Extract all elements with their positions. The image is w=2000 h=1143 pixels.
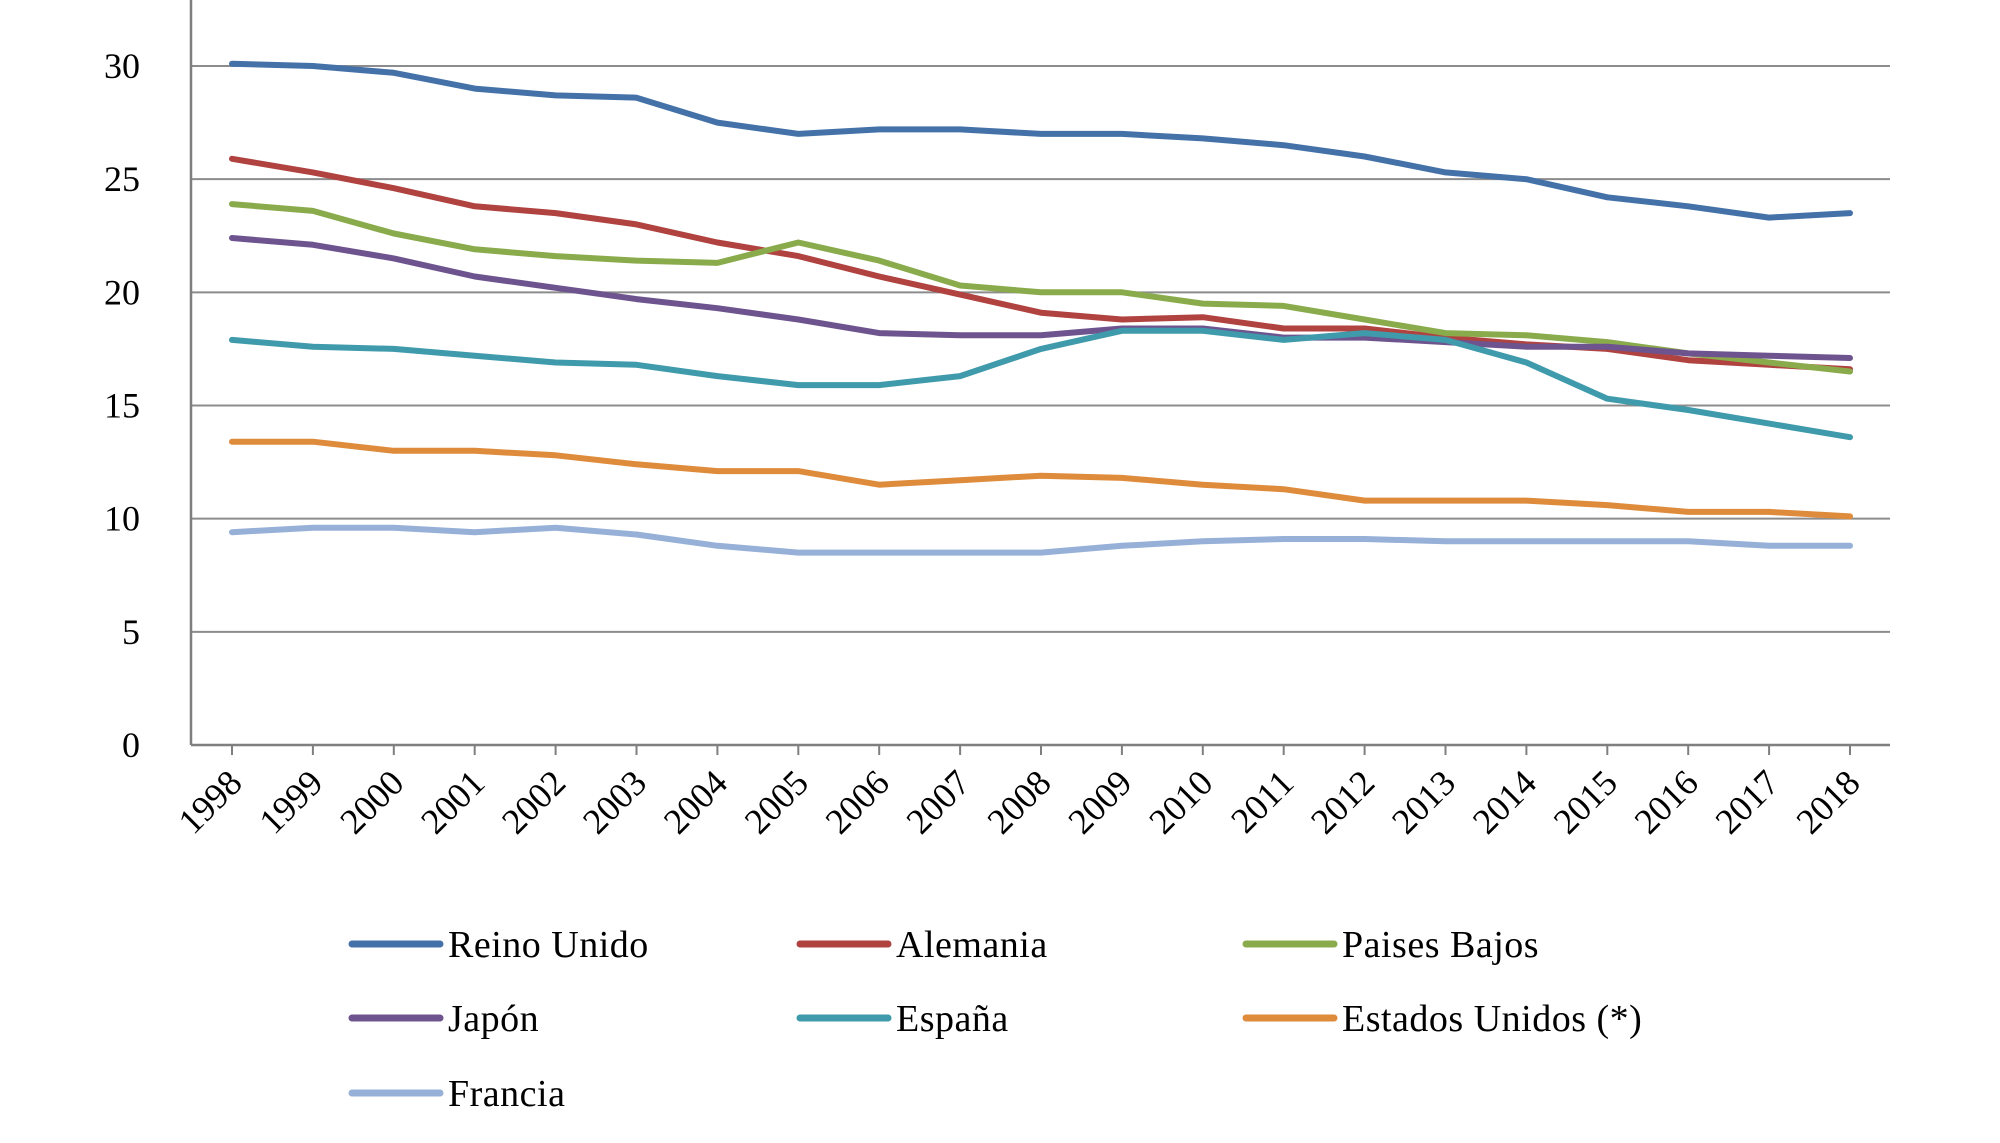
legend-item: Alemania	[796, 924, 1048, 966]
series-line-francia	[229, 524, 1853, 556]
legend: Reino Unido Alemania Paises Bajos Japón Espa…	[348, 924, 1642, 1115]
y-tick-label: 25	[104, 159, 140, 199]
x-tick-label: 1998	[170, 762, 249, 841]
legend-item: España	[796, 998, 1009, 1040]
axes	[189, 0, 1890, 747]
x-tick-label: 2009	[1060, 762, 1139, 841]
x-tick-label: 2007	[899, 762, 978, 841]
x-tick-label: 2015	[1546, 762, 1625, 841]
x-tick-label: 1999	[251, 762, 330, 841]
legend-label: España	[896, 998, 1009, 1040]
series-line-reino-unido	[229, 60, 1853, 221]
x-tick-label: 2002	[494, 762, 573, 841]
x-tick-label: 2003	[575, 762, 654, 841]
legend-item: Paises Bajos	[1242, 924, 1539, 966]
y-tick-label: 0	[122, 725, 140, 765]
legend-label: Paises Bajos	[1342, 924, 1539, 966]
x-tick-label: 2008	[979, 762, 1058, 841]
x-tick-label: 2011	[1223, 762, 1301, 840]
series-line-estados-unidos	[229, 438, 1853, 520]
legend-label: Francia	[448, 1073, 565, 1115]
x-axis-ticks: 1998 1999 2000 2001 2002 2003 2004 2005 2006 2007…	[170, 745, 1868, 842]
x-tick-label: 2018	[1788, 762, 1867, 841]
legend-item: Japón	[348, 998, 539, 1040]
x-tick-label: 2014	[1465, 762, 1544, 841]
series-line-jap-n	[229, 235, 1853, 361]
y-tick-label: 20	[104, 272, 140, 312]
x-tick-label: 2016	[1627, 762, 1706, 841]
legend-label: Reino Unido	[448, 924, 649, 966]
legend-label: Alemania	[896, 924, 1048, 966]
y-tick-label: 5	[122, 612, 140, 652]
y-tick-label: 15	[104, 386, 140, 426]
legend-item: Reino Unido	[348, 924, 649, 966]
y-tick-label: 10	[104, 499, 140, 539]
x-tick-label: 2001	[413, 762, 492, 841]
y-tick-label: 30	[104, 46, 140, 86]
series-line-espa-a	[229, 327, 1853, 441]
series-lines	[229, 60, 1853, 556]
x-tick-label: 2012	[1303, 762, 1382, 841]
x-tick-label: 2017	[1708, 762, 1787, 841]
x-tick-label: 2010	[1141, 762, 1220, 841]
x-tick-label: 2005	[737, 762, 816, 841]
x-tick-label: 2004	[656, 762, 735, 841]
legend-label: Japón	[448, 998, 539, 1040]
legend-item: Estados Unidos (*)	[1242, 998, 1642, 1040]
gridlines	[191, 65, 1890, 633]
y-axis-ticks: 0 5 10 15 20 25 30	[104, 46, 140, 765]
x-tick-label: 2013	[1384, 762, 1463, 841]
x-tick-label: 2006	[818, 762, 897, 841]
legend-item: Francia	[348, 1073, 565, 1115]
series-line-paises-bajos	[229, 201, 1853, 375]
x-tick-label: 2000	[332, 762, 411, 841]
legend-label: Estados Unidos (*)	[1342, 998, 1642, 1040]
